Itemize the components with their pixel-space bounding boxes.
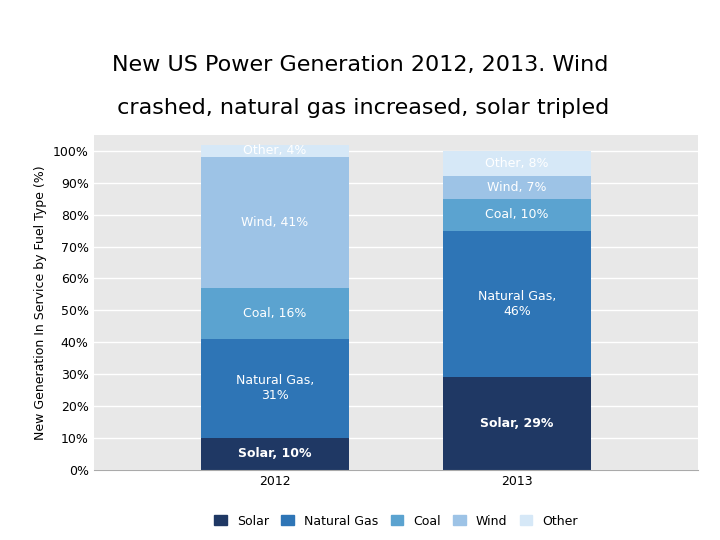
Bar: [443, 177, 591, 199]
Text: Wind, 7%: Wind, 7%: [487, 181, 546, 194]
Bar: [201, 145, 349, 157]
Bar: [201, 339, 349, 438]
Bar: [443, 377, 591, 470]
Bar: [443, 199, 591, 231]
Text: Coal, 10%: Coal, 10%: [485, 208, 549, 221]
Bar: [443, 231, 591, 377]
Bar: [443, 151, 591, 177]
Bar: [201, 288, 349, 339]
Text: New US Power Generation 2012, 2013. Wind: New US Power Generation 2012, 2013. Wind: [112, 55, 608, 75]
Y-axis label: New Generation In Service by Fuel Type (%): New Generation In Service by Fuel Type (…: [35, 165, 48, 440]
Text: Natural Gas,
46%: Natural Gas, 46%: [478, 290, 556, 318]
Text: Solar, 10%: Solar, 10%: [238, 447, 312, 461]
Text: Other, 8%: Other, 8%: [485, 157, 549, 170]
Text: Natural Gas,
31%: Natural Gas, 31%: [236, 375, 314, 402]
Text: Wind, 41%: Wind, 41%: [241, 216, 309, 229]
Bar: [201, 157, 349, 288]
Legend: Solar, Natural Gas, Coal, Wind, Other: Solar, Natural Gas, Coal, Wind, Other: [210, 510, 582, 532]
Text: Other, 4%: Other, 4%: [243, 144, 307, 158]
Text: Solar, 29%: Solar, 29%: [480, 417, 554, 430]
Text: Coal, 16%: Coal, 16%: [243, 307, 307, 320]
Bar: [201, 438, 349, 470]
Text: crashed, natural gas increased, solar tripled: crashed, natural gas increased, solar tr…: [110, 98, 610, 118]
